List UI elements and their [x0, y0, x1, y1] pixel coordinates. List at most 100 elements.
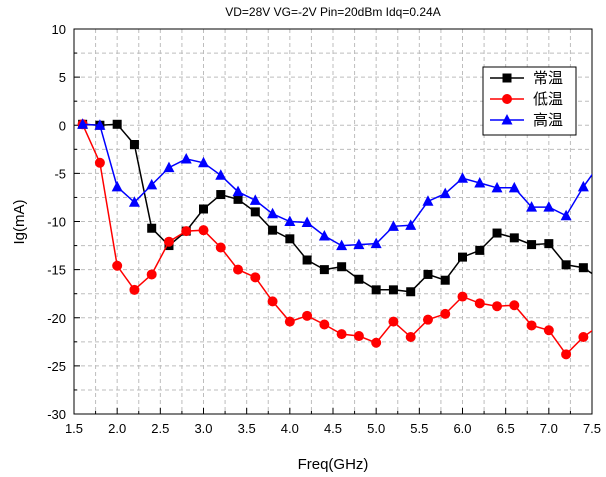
x-tick-label: 1.5: [65, 421, 83, 436]
data-point: [146, 269, 157, 280]
y-tick-label: -20: [47, 311, 66, 326]
data-point: [199, 204, 208, 214]
data-point: [250, 207, 260, 217]
data-point: [543, 325, 554, 336]
y-axis: 10 5 0 -5 -10 -15 -20 -25 -30: [47, 22, 80, 422]
y-tick-label: -5: [54, 166, 66, 181]
data-point: [577, 180, 589, 192]
y-tick-label: -15: [47, 263, 66, 278]
x-tick-label: 4.0: [281, 421, 299, 436]
data-point: [371, 337, 382, 348]
data-point: [509, 233, 519, 243]
data-point: [77, 118, 89, 129]
data-point: [561, 349, 572, 360]
data-point: [215, 242, 226, 253]
legend-label: 高温: [533, 112, 563, 129]
data-point: [198, 225, 209, 236]
data-point: [268, 225, 278, 235]
y-tick-label: 10: [52, 22, 66, 37]
x-tick-label: 3.5: [238, 421, 256, 436]
data-point: [267, 296, 278, 307]
data-point: [112, 119, 122, 129]
data-point: [336, 239, 348, 251]
data-point: [543, 201, 555, 212]
x-tick-label: 2.0: [108, 421, 126, 436]
data-point: [233, 264, 244, 275]
chart-title: VD=28V VG=-2V Pin=20dBm Idq=0.24A: [225, 5, 440, 19]
data-point: [561, 260, 571, 270]
x-tick-label: 6.0: [453, 421, 471, 436]
data-point: [596, 275, 605, 284]
data-point: [457, 291, 468, 302]
data-point: [337, 262, 347, 272]
data-point: [388, 316, 399, 327]
data-point: [387, 220, 399, 231]
x-axis-title: Freq(GHz): [298, 456, 369, 473]
data-point: [181, 226, 192, 237]
data-point: [180, 152, 192, 164]
data-point: [129, 140, 139, 149]
data-point: [336, 329, 347, 340]
y-tick-label: 5: [59, 70, 66, 85]
legend-marker: [501, 114, 513, 125]
data-point: [353, 238, 365, 250]
data-point: [491, 181, 503, 193]
legend-marker: [502, 73, 512, 83]
data-point: [440, 275, 450, 285]
y-tick-label: 0: [59, 118, 66, 133]
data-point: [163, 161, 175, 173]
data-point: [94, 157, 105, 168]
data-point: [301, 216, 313, 227]
series-1: [78, 119, 605, 297]
data-point: [423, 269, 433, 279]
data-point: [509, 300, 520, 311]
series-2: [77, 119, 606, 360]
data-point: [578, 332, 589, 342]
data-point: [216, 190, 226, 200]
x-tick-label: 7.5: [583, 421, 601, 436]
data-point: [232, 185, 244, 197]
data-point: [458, 252, 467, 262]
data-point: [112, 260, 123, 271]
data-point: [596, 319, 606, 329]
data-point: [146, 178, 158, 190]
legend-label: 低温: [533, 91, 563, 108]
x-axis: 1.5 2.0 2.5 3.0 3.5 4.0 4.5 5.0 5.5 6.0 6.5 7.0 7.5: [65, 408, 601, 436]
data-point: [422, 195, 434, 206]
data-point: [249, 194, 261, 205]
y-tick-label: -30: [47, 407, 66, 422]
data-point: [388, 285, 398, 295]
data-point: [284, 215, 296, 226]
legend-item: 高温: [490, 112, 563, 129]
data-point: [354, 274, 364, 284]
x-tick-label: 2.5: [151, 421, 169, 436]
data-point: [440, 308, 451, 319]
data-point: [284, 316, 295, 327]
data-point: [422, 314, 433, 325]
data-point: [595, 157, 606, 168]
data-point: [474, 177, 486, 188]
x-tick-label: 4.5: [324, 421, 342, 436]
data-point: [492, 301, 503, 312]
data-point: [527, 240, 537, 250]
data-point: [439, 187, 451, 199]
data-point: [526, 201, 538, 212]
data-point: [560, 209, 572, 221]
data-point: [147, 223, 157, 233]
data-point: [319, 265, 329, 275]
legend-marker: [502, 94, 512, 104]
x-tick-label: 3.0: [194, 421, 212, 436]
data-point: [457, 172, 468, 183]
x-tick-label: 6.5: [497, 421, 515, 436]
data-point: [163, 236, 174, 247]
data-point: [319, 319, 330, 330]
data-point: [474, 298, 485, 309]
data-point: [370, 237, 382, 249]
data-point: [267, 207, 279, 219]
data-point: [128, 196, 140, 207]
x-tick-label: 7.0: [540, 421, 558, 436]
data-point: [371, 285, 381, 295]
data-point: [233, 194, 243, 204]
